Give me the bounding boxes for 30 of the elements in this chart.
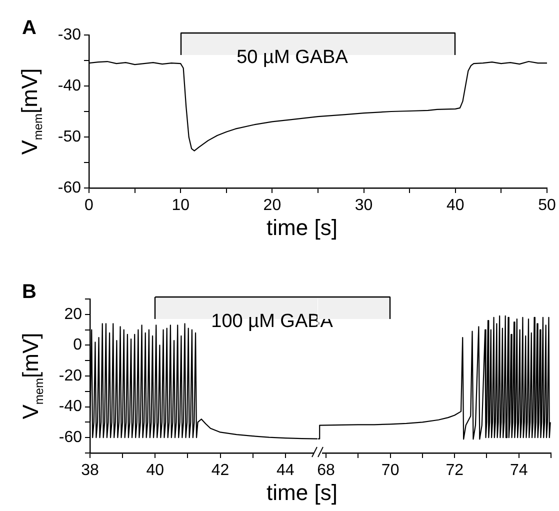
x-tick-label: 20: [263, 197, 282, 214]
y-tick-label: 0: [73, 336, 82, 354]
x-tick-label: 70: [381, 462, 400, 480]
chart-title: A: [22, 17, 36, 39]
y-tick-label: -40: [58, 398, 82, 416]
y-axis-title: Vmem[mV]: [18, 332, 46, 420]
y-tick-label: -30: [58, 26, 82, 44]
chart-title: B: [22, 281, 36, 303]
x-tick-label: 68: [317, 462, 336, 480]
y-tick-label: -60: [58, 429, 82, 446]
x-tick-label: 30: [354, 197, 373, 214]
x-tick-label: 38: [81, 462, 99, 480]
x-tick-label: 10: [172, 197, 190, 214]
x-tick-label: 74: [510, 462, 528, 480]
x-tick-label: 72: [446, 462, 464, 480]
band-label: 50 µM GABA: [236, 47, 348, 68]
y-axis-title: Vmem[mV]: [17, 68, 45, 155]
x-tick-label: 50: [538, 197, 556, 214]
x-tick-label: 40: [146, 462, 164, 480]
y-tick-label: -20: [58, 367, 82, 384]
y-tick-label: -40: [58, 77, 82, 94]
x-tick-label: 42: [211, 462, 230, 480]
y-tick-label: -60: [58, 179, 82, 196]
x-tick-label: 0: [84, 197, 94, 214]
x-tick-label: 40: [446, 197, 464, 214]
x-axis-title: time [s]: [266, 215, 338, 240]
x-tick-label: 44: [276, 462, 294, 480]
y-tick-label: 20: [64, 306, 82, 323]
x-axis-title: time [s]: [266, 480, 338, 505]
y-tick-label: -50: [58, 128, 82, 146]
